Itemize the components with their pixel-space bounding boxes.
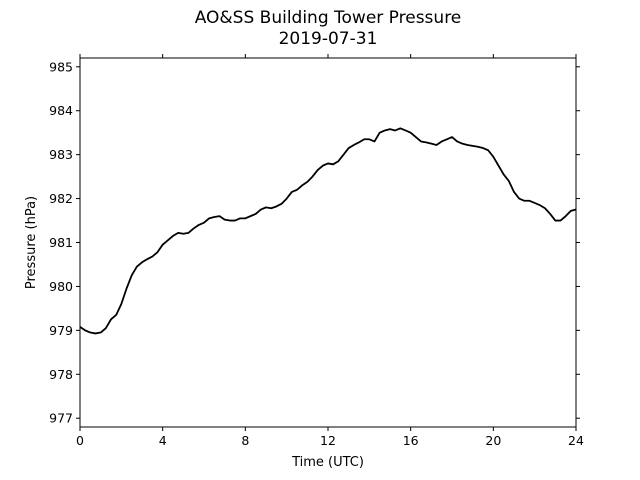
y-tick-label: 983 <box>49 147 73 162</box>
y-axis: 977 978 979 980 981 982 983 984 985 <box>49 59 580 426</box>
x-axis-label: Time (UTC) <box>291 455 364 470</box>
y-tick-label: 982 <box>49 191 73 206</box>
plot-frame <box>79 57 577 428</box>
chart-subtitle: 2019-07-31 <box>278 29 378 49</box>
x-tick-label: 12 <box>320 433 336 448</box>
x-tick-label: 20 <box>485 433 501 448</box>
x-tick-label: 8 <box>241 433 249 448</box>
y-tick-label: 978 <box>49 367 73 382</box>
y-tick-label: 977 <box>49 411 73 426</box>
y-tick-label: 979 <box>49 323 73 338</box>
x-tick-label: 24 <box>568 433 584 448</box>
chart-title: AO&SS Building Tower Pressure <box>194 8 462 28</box>
x-tick-label: 4 <box>159 433 167 448</box>
y-tick-label: 984 <box>49 103 73 118</box>
x-tick-label: 0 <box>76 433 84 448</box>
x-axis: 0 4 8 12 16 20 24 <box>76 54 584 448</box>
y-tick-label: 980 <box>49 279 73 294</box>
y-tick-label: 985 <box>49 59 73 74</box>
y-tick-label: 981 <box>49 235 73 250</box>
y-axis-label: Pressure (hPa) <box>24 196 39 289</box>
pressure-line <box>79 127 577 335</box>
x-tick-label: 16 <box>403 433 419 448</box>
